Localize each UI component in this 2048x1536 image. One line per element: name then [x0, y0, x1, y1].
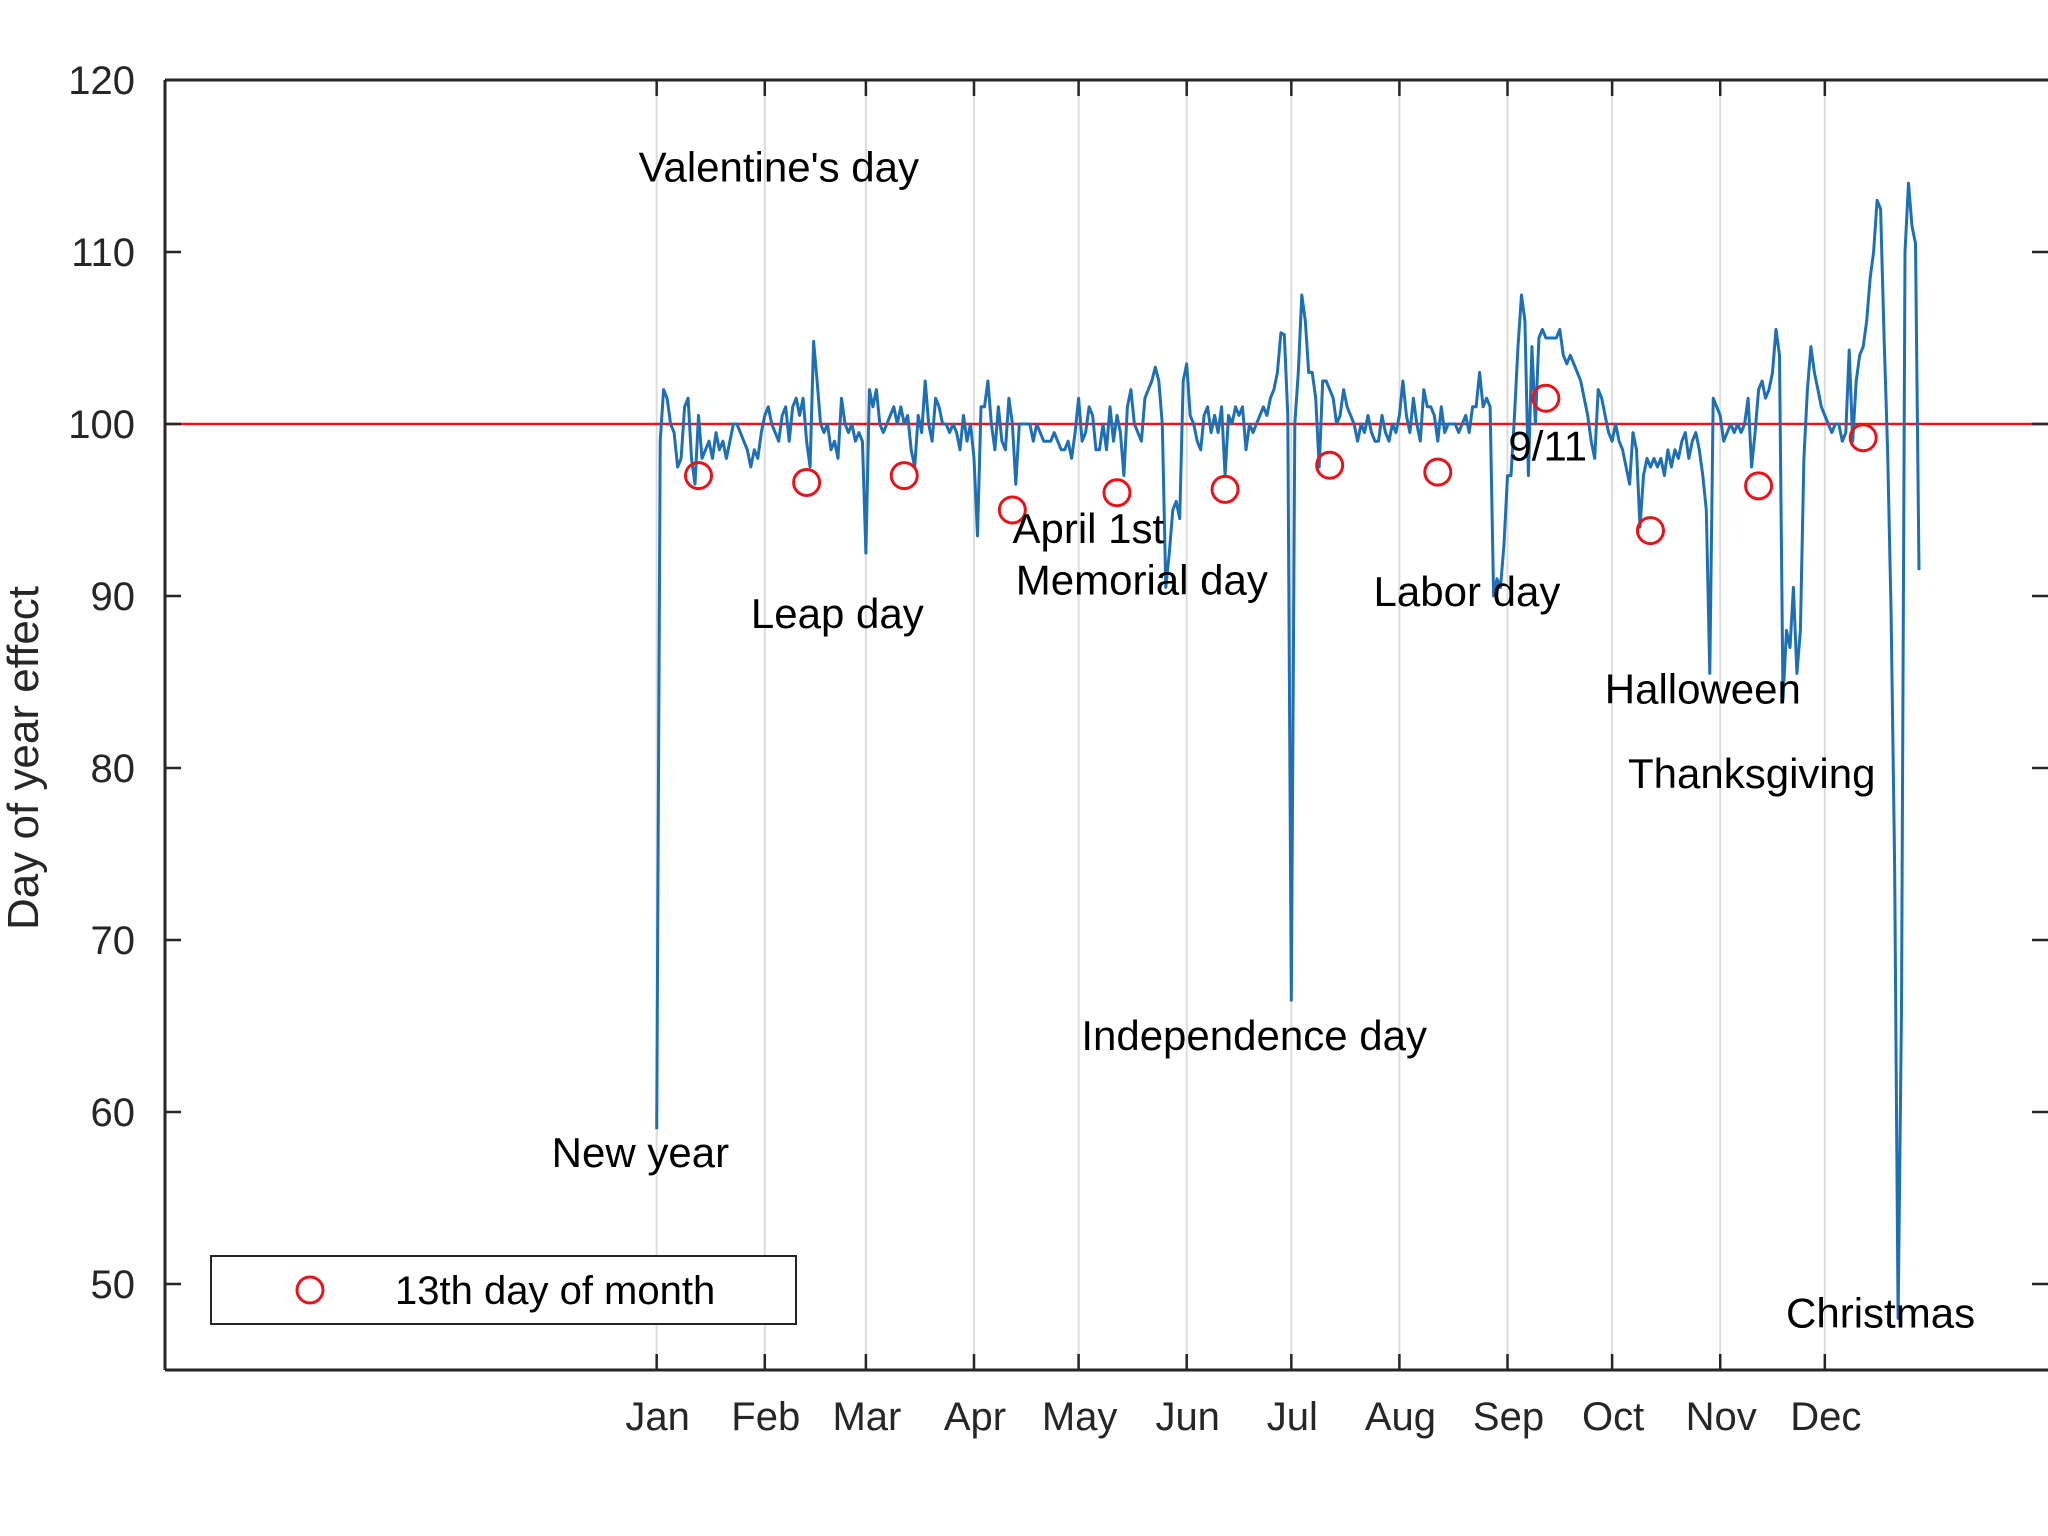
y-tick-label-110: 110	[71, 231, 135, 275]
x-tick-label-feb: Feb	[731, 1395, 800, 1439]
y-axis-label: Day of year effect	[0, 586, 48, 930]
marker-13th-10	[1635, 516, 1665, 546]
x-tick-label-jul: Jul	[1267, 1395, 1318, 1439]
legend: 13th day of month	[210, 1255, 797, 1325]
marker-13th-9	[1531, 383, 1561, 413]
annotation-leap-day: Leap day	[751, 590, 924, 637]
marker-13th-8	[1423, 457, 1453, 487]
marker-13th-1	[684, 461, 714, 491]
x-tick-label-oct: Oct	[1582, 1395, 1644, 1439]
x-tick-label-dec: Dec	[1790, 1395, 1861, 1439]
annotations-layer: New year Valentine's day Leap day April 1st…	[552, 143, 1975, 1336]
annotation-valentine-s-day: Valentine's day	[639, 143, 919, 190]
marker-13th-4	[997, 495, 1027, 525]
legend-marker-circle	[295, 1275, 325, 1305]
annotation-9-11: 9/11	[1508, 423, 1587, 470]
y-tick-label-120: 120	[68, 59, 135, 103]
y-tick-label-50: 50	[91, 1263, 136, 1307]
marker-13th-6	[1210, 474, 1240, 504]
axes: 50 60 70 80 90 100 110 120 Jan Feb Mar Apr May Jun Jul…	[68, 59, 2048, 1439]
annotation-april-1st: April 1st	[1012, 505, 1164, 552]
annotation-new-year: New year	[552, 1129, 729, 1176]
x-tick-label-nov: Nov	[1686, 1395, 1757, 1439]
marker-13th-5	[1102, 478, 1132, 508]
x-tick-label-may: May	[1042, 1395, 1118, 1439]
series-line-day-of-year-effect	[655, 181, 1921, 1320]
marker-13th-7	[1315, 450, 1345, 480]
x-tick-label-apr: Apr	[944, 1395, 1006, 1439]
marker-13th-12	[1848, 423, 1878, 453]
annotation-independence-day: Independence day	[1081, 1012, 1427, 1059]
x-tick-label-aug: Aug	[1365, 1395, 1436, 1439]
y-tick-label-80: 80	[91, 747, 136, 791]
marker-13th-2	[792, 467, 822, 497]
x-tick-label-jun: Jun	[1155, 1395, 1220, 1439]
series-layer	[655, 181, 1921, 1320]
y-tick-label-70: 70	[91, 919, 136, 963]
legend-box	[210, 1255, 797, 1325]
y-tick-label-100: 100	[68, 403, 135, 447]
y-tick-label-60: 60	[91, 1091, 136, 1135]
annotation-christmas: Christmas	[1786, 1289, 1975, 1336]
annotation-memorial-day: Memorial day	[1016, 556, 1268, 603]
month-gridlines	[655, 80, 1826, 1370]
marker-13th-11	[1744, 471, 1774, 501]
marker-layer	[684, 383, 1878, 546]
annotation-halloween: Halloween	[1605, 665, 1801, 712]
y-tick-label-90: 90	[91, 575, 136, 619]
annotation-thanksgiving: Thanksgiving	[1628, 750, 1875, 797]
x-tick-label-jan: Jan	[625, 1395, 690, 1439]
marker-13th-3	[889, 461, 919, 491]
legend-label: 13th day of month	[395, 1269, 715, 1313]
x-tick-label-sep: Sep	[1473, 1395, 1544, 1439]
annotation-labor-day: Labor day	[1374, 568, 1561, 615]
x-tick-label-mar: Mar	[832, 1395, 901, 1439]
